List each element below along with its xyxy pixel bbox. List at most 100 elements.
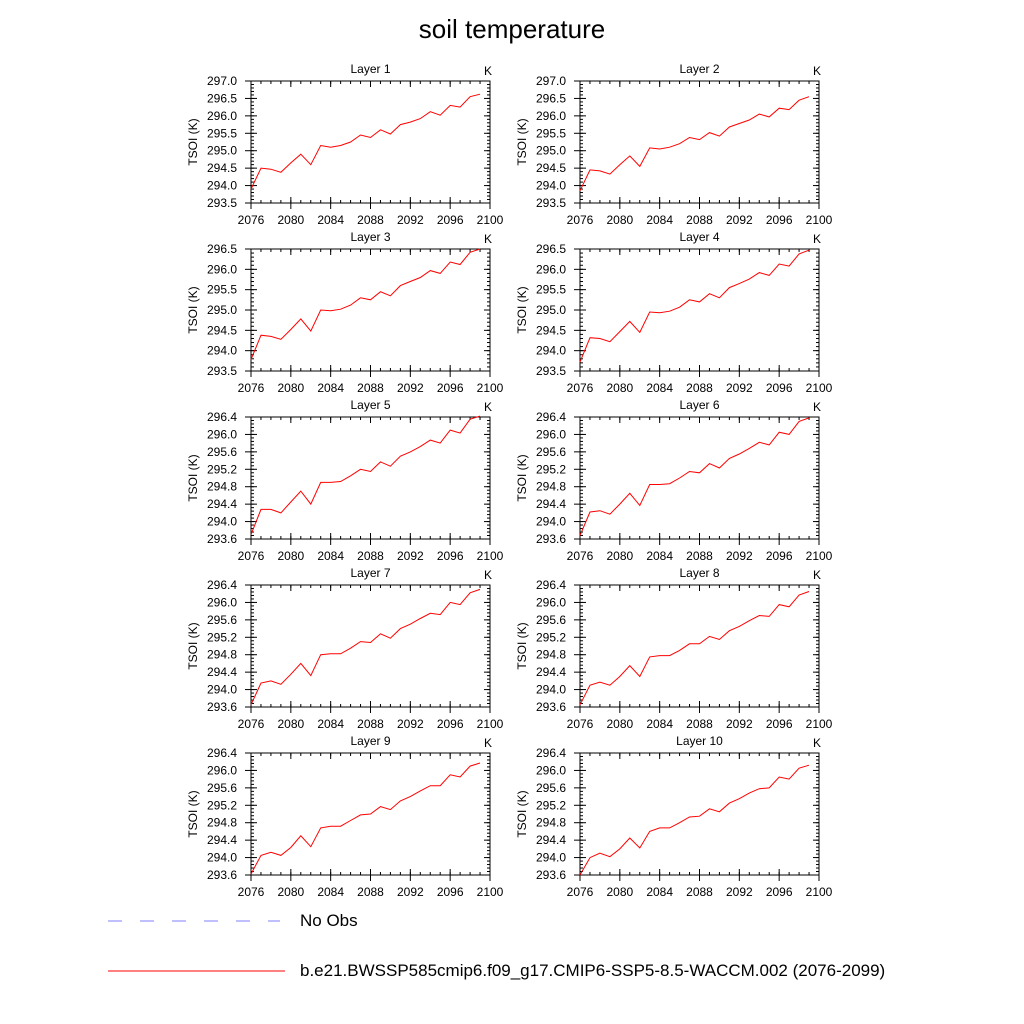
y-tick-label: 294.0 [207,344,237,358]
y-tick-label: 294.8 [207,480,237,494]
x-tick-label: 2100 [477,549,504,563]
y-tick-label: 293.5 [536,364,566,378]
x-tick-label: 2076 [238,717,265,731]
x-tick-label: 2084 [646,213,673,227]
x-tick-label: 2096 [766,717,793,731]
panel-units: K [484,64,492,78]
x-tick-label: 2080 [277,549,304,563]
y-tick-label: 294.8 [207,816,237,830]
y-tick-label: 297.0 [536,74,566,88]
x-tick-label: 2088 [357,885,384,899]
x-tick-label: 2076 [238,381,265,395]
x-tick-label: 2084 [646,549,673,563]
x-tick-label: 2080 [606,549,633,563]
y-tick-label: 295.5 [536,283,566,297]
x-tick-label: 2096 [437,885,464,899]
y-tick-label: 294.8 [207,648,237,662]
x-tick-label: 2096 [437,381,464,395]
panel-title: Layer 4 [679,230,719,244]
y-tick-label: 295.0 [207,303,237,317]
series-line [250,762,481,875]
y-tick-label: 296.0 [536,427,566,441]
series-line [579,591,810,706]
x-tick-label: 2088 [686,885,713,899]
y-tick-label: 294.8 [536,648,566,662]
panel-title: Layer 2 [679,62,719,76]
x-tick-label: 2096 [437,213,464,227]
y-tick-label: 295.5 [207,283,237,297]
y-tick-label: 295.2 [536,462,566,476]
y-tick-label: 296.5 [536,242,566,256]
y-tick-label: 294.0 [536,179,566,193]
y-tick-label: 293.5 [207,364,237,378]
y-tick-label: 295.0 [536,144,566,158]
legend [108,920,285,972]
series-line [250,415,481,535]
x-tick-label: 2076 [238,549,265,563]
y-tick-label: 296.0 [207,595,237,609]
y-tick-label: 294.4 [207,833,237,847]
x-tick-label: 2100 [806,381,833,395]
y-tick-label: 295.2 [207,462,237,476]
x-tick-label: 2084 [317,717,344,731]
y-tick-label: 294.4 [207,497,237,511]
y-tick-label: 293.5 [536,196,566,210]
y-tick-label: 295.6 [207,781,237,795]
x-tick-label: 2100 [477,885,504,899]
y-axis-label: TSOI (K) [186,790,200,837]
y-tick-label: 295.6 [536,445,566,459]
y-tick-label: 295.6 [207,613,237,627]
chart-panel-4: Layer 4 K TSOI (K) 293.5 294.0 294.5 295.0 295.… [515,230,833,395]
x-tick-label: 2092 [726,213,753,227]
plot-frame [579,752,820,876]
x-tick-label: 2092 [397,885,424,899]
chart-panel-9: Layer 9 K TSOI (K) 293.6 294.0 294.4 294.8 295.… [186,734,504,899]
x-tick-label: 2084 [317,381,344,395]
x-tick-label: 2080 [606,717,633,731]
y-tick-label: 293.5 [207,196,237,210]
x-tick-label: 2076 [238,885,265,899]
x-tick-label: 2092 [397,717,424,731]
x-tick-label: 2076 [567,213,594,227]
y-tick-label: 296.0 [207,763,237,777]
x-tick-label: 2080 [606,213,633,227]
x-tick-label: 2092 [397,213,424,227]
y-axis-label: TSOI (K) [515,454,529,501]
y-tick-label: 294.0 [207,851,237,865]
y-axis-label: TSOI (K) [515,118,529,165]
y-tick-label: 295.6 [536,613,566,627]
y-tick-label: 295.2 [536,798,566,812]
y-tick-label: 294.0 [207,683,237,697]
x-tick-label: 2088 [686,717,713,731]
y-tick-label: 296.0 [536,262,566,276]
x-tick-label: 2096 [766,549,793,563]
y-tick-label: 296.4 [207,410,237,424]
y-tick-label: 294.4 [207,665,237,679]
y-tick-label: 295.5 [207,126,237,140]
series-line [579,96,810,192]
y-tick-label: 295.0 [536,303,566,317]
panel-units: K [813,64,821,78]
y-tick-label: 295.5 [536,126,566,140]
y-tick-label: 296.4 [536,578,566,592]
y-tick-label: 296.5 [207,91,237,105]
x-tick-label: 2076 [567,549,594,563]
panel-units: K [484,232,492,246]
y-tick-label: 294.0 [536,344,566,358]
x-tick-label: 2080 [277,885,304,899]
x-tick-label: 2088 [686,381,713,395]
y-tick-label: 294.0 [207,179,237,193]
x-tick-label: 2096 [766,885,793,899]
x-tick-label: 2084 [317,549,344,563]
y-tick-label: 294.8 [536,480,566,494]
x-tick-label: 2084 [646,381,673,395]
chart-panel-1: Layer 1 K TSOI (K) 293.5 294.0 294.5 295.0 295.… [186,62,504,227]
panel-title: Layer 5 [350,398,390,412]
y-tick-label: 295.2 [207,630,237,644]
series-line [579,417,810,536]
y-axis-label: TSOI (K) [186,454,200,501]
panel-title: Layer 1 [350,62,390,76]
panel-title: Layer 8 [679,566,719,580]
x-tick-label: 2084 [317,885,344,899]
